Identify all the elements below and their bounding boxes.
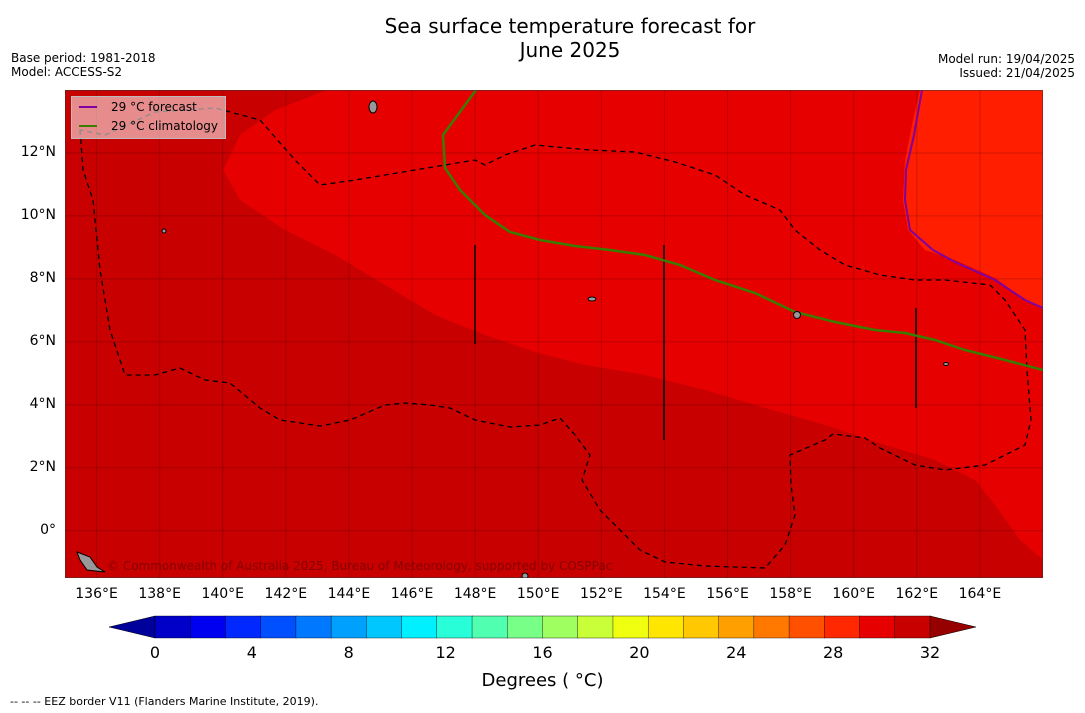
colorbar-bin — [507, 615, 544, 639]
colorbar-bin — [788, 615, 826, 639]
colorbar-bin — [718, 615, 755, 639]
colorbar-bin — [753, 615, 790, 639]
longitude-label: 136°E — [75, 586, 118, 602]
colorbar-tick: 20 — [629, 643, 650, 662]
colorbar-bin — [295, 615, 332, 639]
legend-forecast: 29 °C forecast — [79, 100, 197, 114]
eez-border-west — [79, 107, 1032, 569]
eez-footnote: -- -- -- EEZ border V11 (Flanders Marine… — [10, 695, 319, 708]
colorbar-bin — [190, 615, 227, 639]
longitude-label: 150°E — [516, 586, 560, 602]
longitude-label: 144°E — [327, 586, 371, 602]
colorbar-tick: 16 — [532, 643, 553, 662]
latitude-label: 8°N — [29, 269, 56, 286]
colorbar-tick: 8 — [343, 643, 354, 662]
longitude-label: 146°E — [390, 586, 434, 602]
colorbar-tick: 28 — [822, 643, 844, 662]
islands — [76, 100, 949, 578]
map-legend: 29 °C forecast 29 °C climatology — [71, 96, 226, 139]
colorbar-tick: 32 — [919, 643, 941, 662]
forecast-29c-contour — [903, 90, 1043, 309]
run-info: Model run: 19/04/2025 Issued: 21/04/2025 — [938, 52, 1075, 80]
colorbar-bin — [824, 615, 861, 639]
latitude-label: 4°N — [29, 395, 56, 412]
longitude-label: 164°E — [958, 586, 1002, 602]
colorbar-label: Degrees ( °C) — [481, 670, 604, 691]
colorbar-bin — [612, 615, 649, 639]
sst-band-29-30 — [223, 90, 1043, 560]
colorbar-bin — [471, 615, 508, 639]
model-run-date: Model run: 19/04/2025 — [937, 52, 1075, 66]
temperature-colorbar — [108, 615, 977, 639]
title-line-2: June 2025 — [519, 38, 621, 62]
legend-forecast-label: 29 °C forecast — [111, 100, 197, 114]
colorbar-tick: 0 — [149, 643, 161, 662]
latitude-label: 12°N — [20, 143, 56, 160]
colorbar-under-arrow — [108, 615, 156, 639]
colorbar-bin — [225, 615, 262, 639]
model-info: Base period: 1981-2018 Model: ACCESS-S2 — [11, 51, 156, 79]
colorbar-over-arrow — [929, 615, 977, 639]
legend-climatology: 29 °C climatology — [79, 119, 218, 133]
map-grid — [65, 90, 1043, 578]
title-line-1: Sea surface temperature forecast for — [384, 14, 756, 38]
colorbar-bin — [683, 615, 720, 639]
colorbar-bin — [401, 615, 438, 639]
longitude-label: 160°E — [832, 586, 875, 602]
colorbar-bin — [330, 615, 368, 639]
sst-map — [65, 90, 1043, 578]
climatology-29c-contour — [441, 90, 1043, 372]
longitude-label: 162°E — [895, 586, 939, 602]
colorbar-tick: 24 — [726, 643, 747, 662]
longitude-label: 138°E — [138, 586, 181, 602]
colorbar-bin — [894, 615, 931, 639]
longitude-label: 156°E — [706, 586, 749, 602]
longitude-label: 142°E — [264, 586, 308, 602]
map-frame — [65, 90, 1043, 578]
colorbar-bin — [577, 615, 614, 639]
colorbar-tick: 4 — [246, 643, 257, 662]
latitude-label: 0° — [40, 521, 56, 538]
base-period: Base period: 1981-2018 — [11, 51, 156, 65]
colorbar-tick: 12 — [435, 643, 456, 662]
colorbar-bin — [154, 615, 191, 639]
colorbar-bin — [542, 615, 579, 639]
map-title: Sea surface temperature forecast for Jun… — [0, 14, 1085, 62]
copyright-notice: © Commonwealth of Australia 2025, Bureau… — [107, 559, 613, 573]
longitude-label: 148°E — [453, 586, 497, 602]
longitude-label: 140°E — [201, 586, 245, 602]
latitude-label: 10°N — [20, 206, 56, 223]
colorbar-bin — [859, 615, 896, 639]
issued-date: Issued: 21/04/2025 — [959, 66, 1075, 80]
longitude-label: 152°E — [580, 586, 623, 602]
model-name: Model: ACCESS-S2 — [11, 65, 123, 79]
legend-climatology-label: 29 °C climatology — [111, 119, 219, 133]
colorbar-bin — [260, 615, 297, 639]
latitude-label: 6°N — [29, 332, 56, 349]
colorbar-bin — [436, 615, 473, 639]
longitude-label: 154°E — [643, 586, 686, 602]
forecast-line-swatch — [79, 106, 97, 108]
climatology-line-swatch — [79, 125, 97, 127]
data-mesh-lines — [474, 245, 917, 440]
colorbar-bin — [366, 615, 403, 639]
longitude-label: 158°E — [769, 586, 812, 602]
latitude-label: 2°N — [29, 458, 56, 475]
colorbar-bin — [647, 615, 685, 639]
